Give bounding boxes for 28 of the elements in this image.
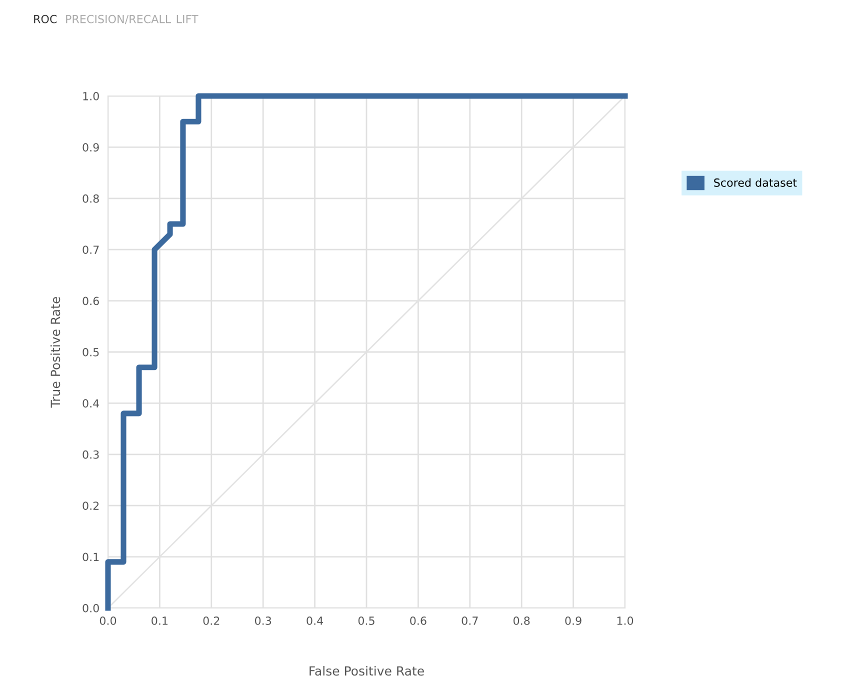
x-tick-label: 0.8 <box>514 616 530 625</box>
x-axis-title: False Positive Rate <box>310 666 424 676</box>
y-tick-label: 0.8 <box>82 194 99 203</box>
y-tick-label: 0.2 <box>82 502 99 510</box>
x-tick-label: 0.2 <box>203 616 220 625</box>
text: PRECISION/RECALL <box>66 14 172 24</box>
y-tick-label: 0.3 <box>82 450 99 459</box>
x-tick-label: 1.0 <box>617 616 634 625</box>
y-tick-label: 0.1 <box>82 552 99 562</box>
x-tick-label: 0.6 <box>410 616 426 625</box>
x-tick-label: 0.9 <box>565 616 582 625</box>
y-axis-title: True Positive Rate <box>50 297 60 408</box>
chart-title: ROC <box>34 14 57 24</box>
x-tick-label: 0.5 <box>358 616 374 625</box>
y-tick-label: 0.6 <box>82 296 99 306</box>
y-tick-label: 0.7 <box>82 246 99 254</box>
y-tick-label: 0.5 <box>82 348 99 356</box>
y-tick-label: 0.4 <box>82 399 100 408</box>
x-tick-label: 0.1 <box>152 616 168 625</box>
y-tick-label: 0.0 <box>82 604 99 612</box>
x-tick-label: 0.4 <box>306 616 324 625</box>
x-tick-label: 0.7 <box>462 616 478 625</box>
y-tick-label: 1.0 <box>83 92 99 100</box>
legend-label: Scored dataset <box>714 178 797 187</box>
y-tick-label: 0.9 <box>82 143 99 152</box>
x-tick-label: 0.3 <box>255 616 272 625</box>
x-tick-label: 0.0 <box>100 616 116 625</box>
text: LIFT <box>176 14 198 24</box>
